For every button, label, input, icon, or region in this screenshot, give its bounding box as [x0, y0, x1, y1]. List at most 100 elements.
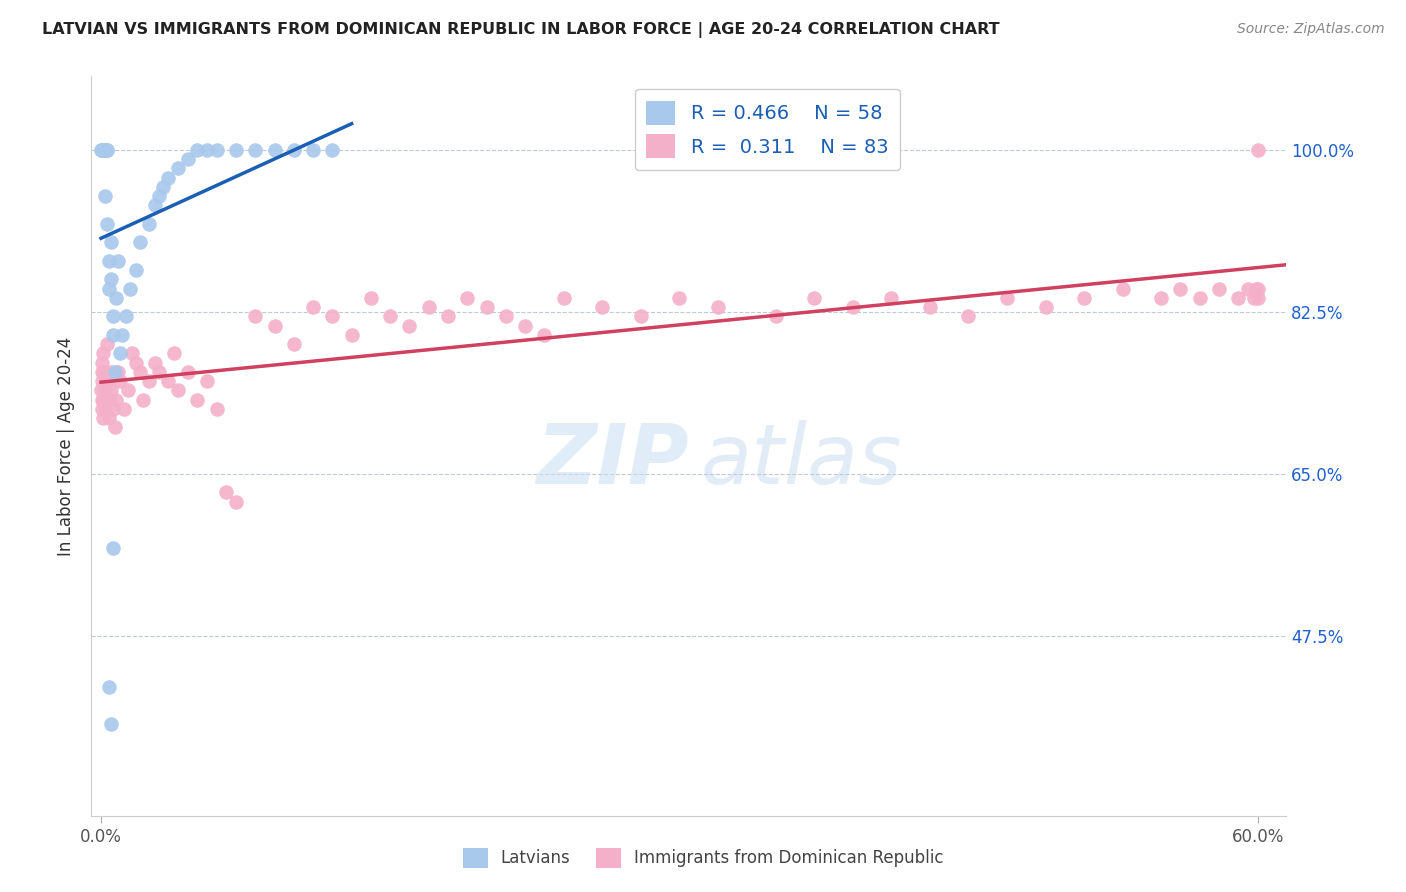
Text: ZIP: ZIP: [536, 420, 689, 501]
Point: [91, 346, 114, 360]
Point: [91, 143, 114, 157]
Point: [94, 402, 117, 417]
Point: [1246, 291, 1268, 305]
Point: [138, 217, 160, 231]
Point: [245, 143, 267, 157]
Point: [91, 143, 114, 157]
Point: [125, 356, 148, 370]
Point: [97, 680, 120, 694]
Point: [143, 356, 166, 370]
Point: [94, 143, 117, 157]
Point: [105, 291, 128, 305]
Point: [91, 411, 114, 425]
Point: [96, 337, 118, 351]
Point: [1111, 282, 1133, 296]
Point: [138, 374, 160, 388]
Point: [148, 189, 170, 203]
Point: [398, 318, 420, 333]
Point: [90, 143, 112, 157]
Point: [340, 328, 363, 343]
Point: [302, 143, 325, 157]
Point: [90, 143, 112, 157]
Point: [283, 143, 305, 157]
Point: [321, 143, 343, 157]
Point: [91, 143, 114, 157]
Point: [103, 365, 125, 379]
Point: [167, 161, 190, 176]
Point: [1150, 291, 1173, 305]
Point: [513, 318, 536, 333]
Point: [245, 310, 267, 324]
Point: [101, 402, 124, 417]
Point: [91, 143, 114, 157]
Point: [112, 402, 135, 417]
Point: [91, 143, 114, 157]
Point: [97, 411, 120, 425]
Point: [111, 328, 134, 343]
Point: [110, 346, 132, 360]
Point: [205, 143, 228, 157]
Point: [91, 143, 114, 157]
Point: [97, 282, 120, 296]
Point: [100, 235, 122, 250]
Point: [1243, 291, 1265, 305]
Point: [803, 291, 825, 305]
Point: [495, 310, 517, 324]
Point: [1073, 291, 1095, 305]
Point: [630, 310, 652, 324]
Point: [91, 365, 114, 379]
Point: [91, 374, 114, 388]
Point: [321, 310, 343, 324]
Point: [225, 494, 247, 508]
Point: [91, 143, 114, 157]
Legend: Latvians, Immigrants from Dominican Republic: Latvians, Immigrants from Dominican Repu…: [456, 841, 950, 875]
Point: [378, 310, 402, 324]
Point: [553, 291, 575, 305]
Point: [115, 310, 138, 324]
Point: [1246, 143, 1268, 157]
Point: [533, 328, 555, 343]
Point: [152, 180, 174, 194]
Point: [225, 143, 247, 157]
Text: Source: ZipAtlas.com: Source: ZipAtlas.com: [1237, 22, 1385, 37]
Point: [90, 365, 112, 379]
Point: [101, 328, 124, 343]
Point: [107, 365, 129, 379]
Point: [96, 143, 118, 157]
Point: [90, 143, 112, 157]
Point: [91, 402, 114, 417]
Point: [283, 337, 305, 351]
Point: [91, 143, 114, 157]
Point: [96, 217, 118, 231]
Point: [105, 392, 128, 407]
Point: [880, 291, 903, 305]
Point: [90, 384, 112, 398]
Point: [117, 384, 139, 398]
Point: [205, 402, 228, 417]
Point: [100, 716, 122, 731]
Point: [94, 143, 117, 157]
Point: [97, 392, 120, 407]
Point: [215, 485, 238, 500]
Point: [918, 300, 941, 314]
Point: [475, 300, 498, 314]
Point: [957, 310, 980, 324]
Point: [103, 420, 125, 434]
Point: [100, 272, 122, 286]
Point: [1188, 291, 1211, 305]
Point: [1237, 282, 1260, 296]
Point: [118, 282, 141, 296]
Point: [765, 310, 787, 324]
Point: [125, 263, 148, 277]
Point: [177, 152, 200, 166]
Point: [456, 291, 478, 305]
Point: [157, 170, 180, 185]
Point: [101, 310, 124, 324]
Point: [94, 189, 117, 203]
Point: [91, 143, 114, 157]
Point: [668, 291, 690, 305]
Point: [1246, 282, 1268, 296]
Point: [418, 300, 440, 314]
Text: atlas: atlas: [700, 420, 903, 501]
Point: [91, 143, 114, 157]
